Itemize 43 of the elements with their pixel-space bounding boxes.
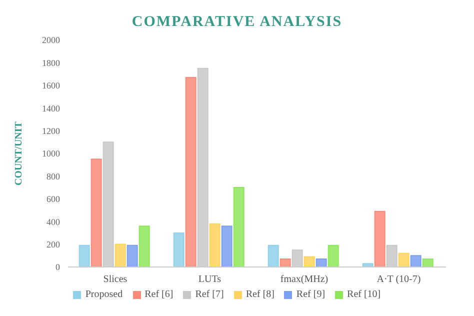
bar — [78, 244, 90, 267]
bar — [114, 244, 126, 267]
bar — [90, 158, 102, 267]
bar — [316, 258, 327, 267]
legend-label: Ref [9] — [296, 289, 326, 300]
bar — [138, 226, 150, 267]
bar — [280, 258, 291, 267]
y-axis-title: COUNT/UNIT — [14, 121, 25, 186]
bar — [422, 258, 434, 267]
x-tick-label: LUTs — [198, 274, 222, 286]
bar — [209, 223, 220, 267]
bar — [126, 244, 138, 267]
y-tick-label: 200 — [46, 239, 60, 250]
bar — [328, 244, 339, 267]
bar — [304, 256, 315, 267]
y-tick-label: 2000 — [42, 35, 60, 46]
bar — [185, 76, 196, 267]
bar — [410, 255, 422, 267]
legend-label: Ref [7] — [195, 289, 224, 300]
bar — [398, 252, 410, 267]
y-tick-label: 1600 — [42, 80, 60, 91]
legend-label: Ref [6] — [144, 289, 174, 300]
y-tick-label: 1800 — [42, 58, 60, 68]
bar — [374, 210, 386, 267]
x-tick-label: fmax(MHz) — [280, 274, 328, 286]
y-tick-label: 0 — [56, 262, 60, 272]
x-tick-label: A·T (10-7) — [376, 274, 421, 286]
legend-label: Ref [10] — [347, 289, 381, 300]
x-tick-label: Slices — [103, 274, 128, 286]
chart-title: COMPARATIVE ANALYSIS — [130, 13, 344, 32]
bar — [268, 244, 279, 267]
y-tick-label: 400 — [46, 216, 60, 227]
bar — [362, 263, 374, 267]
bar — [221, 226, 232, 267]
bar — [233, 187, 244, 267]
legend-label: Proposed — [85, 289, 123, 300]
y-tick-label: 1400 — [42, 103, 60, 114]
y-tick-label: 800 — [46, 171, 60, 182]
y-tick-label: 600 — [46, 194, 60, 204]
legend-label: Ref [8] — [246, 289, 274, 300]
y-tick-label: 1200 — [42, 126, 60, 136]
bar — [173, 232, 184, 267]
y-tick-label: 1000 — [42, 148, 60, 159]
